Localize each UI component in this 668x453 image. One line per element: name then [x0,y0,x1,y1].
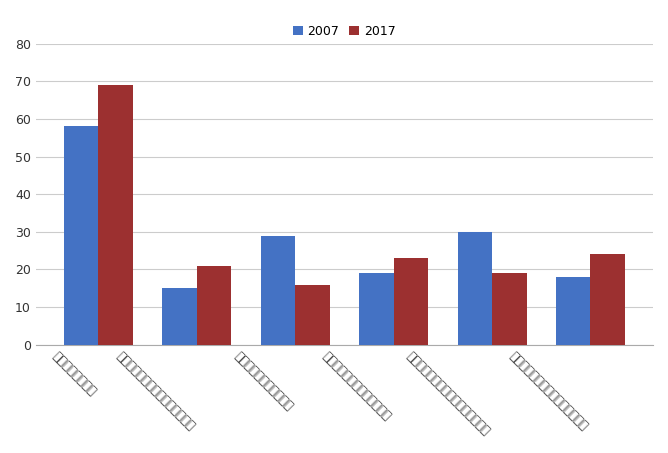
Bar [295,284,330,345]
Bar [591,255,625,345]
Bar [197,266,231,345]
Bar [556,277,591,345]
Bar [64,126,98,345]
Bar [359,273,393,345]
Bar [98,85,133,345]
Bar [261,236,295,345]
Legend: 2007, 2017: 2007, 2017 [288,20,401,43]
Bar [393,258,428,345]
Bar [492,273,526,345]
Bar [458,232,492,345]
Bar [162,288,197,345]
